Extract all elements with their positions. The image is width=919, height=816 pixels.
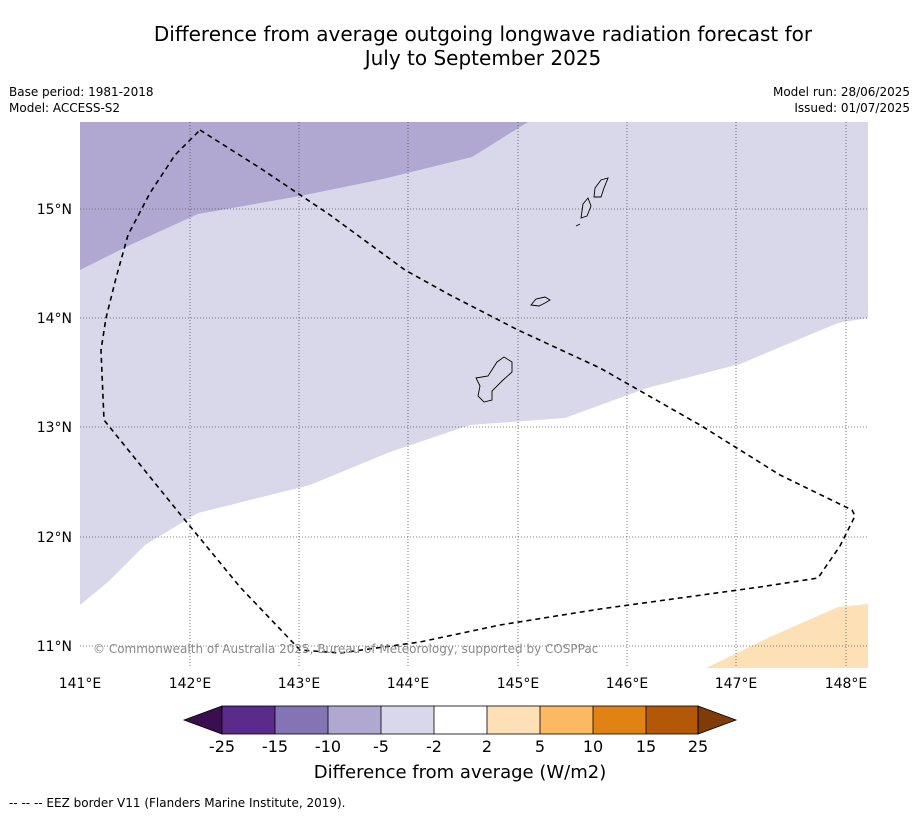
map-gridlines <box>80 122 868 668</box>
saipan-island <box>593 177 609 198</box>
rota-island <box>530 296 551 307</box>
lon-label-148: 148°E <box>825 676 868 692</box>
colorbar-bin-5 <box>434 706 487 734</box>
colorbar-bin-9 <box>646 706 698 734</box>
colorbar-bin-3 <box>328 706 381 734</box>
copyright-notice: © Commonwealth of Australia 2025, Bureau… <box>93 642 598 656</box>
colorbar-bin-1 <box>222 706 275 734</box>
lat-label-14: 14°N <box>37 311 72 327</box>
chart-title: Difference from average outgoing longwav… <box>0 22 919 70</box>
colorbar-tick: -5 <box>373 737 389 756</box>
colorbar-tick: 5 <box>535 737 545 756</box>
model-name: Model: ACCESS-S2 <box>9 101 121 115</box>
aguijan-island <box>575 223 581 227</box>
colorbar-tick: -15 <box>262 737 288 756</box>
colorbar-tick: -10 <box>315 737 341 756</box>
lat-label-13: 13°N <box>37 420 72 436</box>
lon-label-141: 141°E <box>59 676 102 692</box>
lon-label-144: 144°E <box>387 676 430 692</box>
eez-border <box>100 128 856 654</box>
colorbar-bin-2 <box>275 706 328 734</box>
latitude-labels: 15°N 14°N 13°N 12°N 11°N <box>37 202 72 655</box>
colorbar-extend-min <box>182 705 223 735</box>
colorbar-extend-max <box>697 705 738 735</box>
issued-date: Issued: 01/07/2025 <box>794 101 910 115</box>
lon-label-147: 147°E <box>715 676 758 692</box>
lat-label-15: 15°N <box>37 202 72 218</box>
colorbar-dividers <box>274 706 647 734</box>
guam-island <box>475 356 513 403</box>
colorbar-tick: -2 <box>426 737 442 756</box>
lon-label-145: 145°E <box>497 676 540 692</box>
olr-anomaly-minus5-to-minus10-region <box>80 122 528 270</box>
lat-label-12: 12°N <box>37 530 72 546</box>
lon-label-142: 142°E <box>169 676 212 692</box>
lon-label-143: 143°E <box>278 676 321 692</box>
colorbar: -25 -15 -10 -5 -2 2 5 10 15 25 Differenc… <box>182 705 738 783</box>
lat-label-11: 11°N <box>37 639 72 655</box>
colorbar-bin-6 <box>487 706 540 734</box>
title-line-2: July to September 2025 <box>364 46 602 70</box>
tinian-island <box>580 197 592 219</box>
meta-right: Model run: 28/06/2025 Issued: 01/07/2025 <box>773 84 910 116</box>
longitude-labels: 141°E 142°E 143°E 144°E 145°E 146°E 147°… <box>59 676 868 692</box>
colorbar-frame <box>221 705 699 735</box>
colorbar-bin-7 <box>540 706 593 734</box>
colorbar-tick: 2 <box>482 737 492 756</box>
colorbar-tick: 25 <box>688 737 708 756</box>
meta-left: Base period: 1981-2018 Model: ACCESS-S2 <box>9 84 154 116</box>
colorbar-bin-4 <box>381 706 434 734</box>
colorbar-bin-8 <box>593 706 646 734</box>
colorbar-tick-labels: -25 -15 -10 -5 -2 2 5 10 15 25 <box>209 737 708 756</box>
eez-footnote: -- -- -- EEZ border V11 (Flanders Marine… <box>9 796 346 810</box>
colorbar-title: Difference from average (W/m2) <box>314 762 606 783</box>
model-run: Model run: 28/06/2025 <box>772 85 910 99</box>
olr-anomaly-minus2-to-minus5-region <box>80 122 868 605</box>
colorbar-tick: 15 <box>636 737 656 756</box>
colorbar-tick: 10 <box>583 737 603 756</box>
island-coastlines <box>475 177 609 403</box>
map-area <box>80 122 868 668</box>
olr-anomaly-2-to-5-region <box>706 604 868 668</box>
base-period: Base period: 1981-2018 <box>9 85 154 99</box>
lon-label-146: 146°E <box>606 676 649 692</box>
colorbar-tick: -25 <box>209 737 235 756</box>
title-line-1: Difference from average outgoing longwav… <box>153 22 813 46</box>
